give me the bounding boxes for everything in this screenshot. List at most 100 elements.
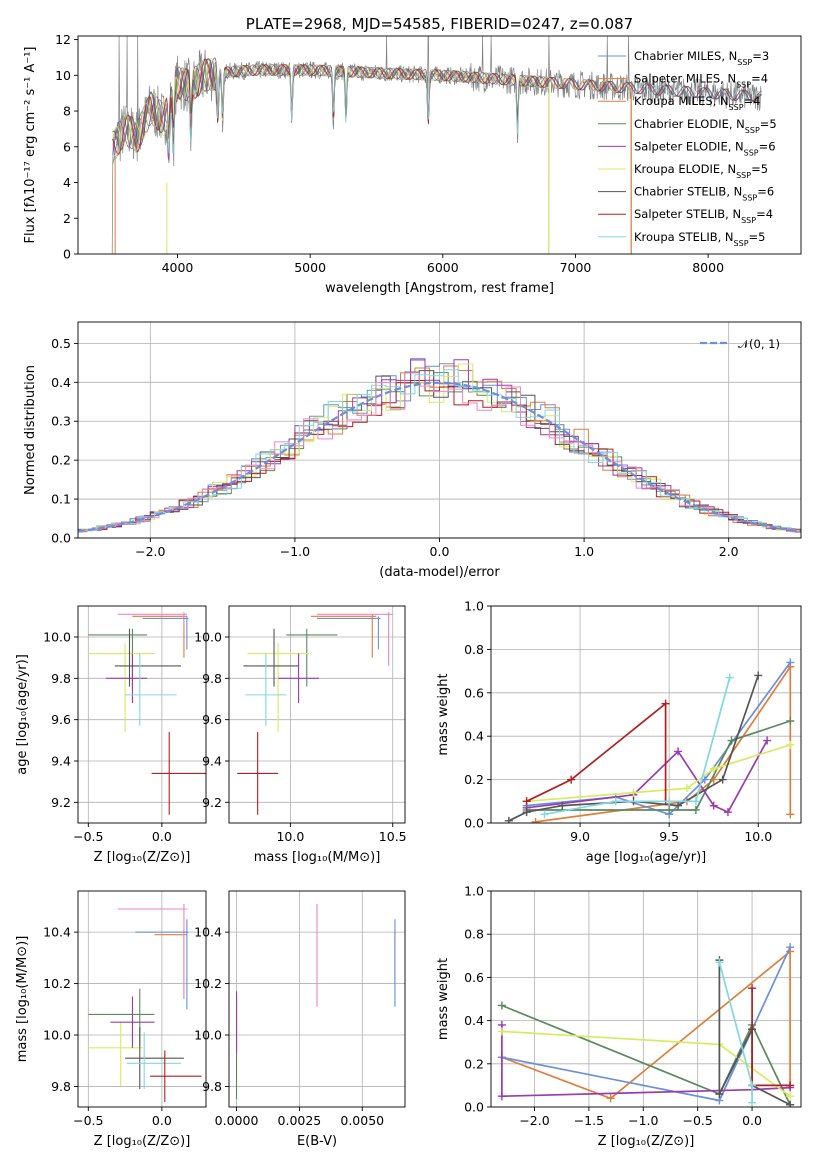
y-tick-label: 0.8 [464,642,484,657]
histogram-salpeter_stelib [78,380,801,533]
plot-area [88,612,206,815]
y-axis-label: Normed distribution [23,365,38,495]
y-tick-label: 9.4 [202,754,222,769]
x-tick-label: 9.0 [570,829,590,844]
y-tick-label: 10.0 [194,1028,222,1043]
y-tick-label: 10.4 [194,925,222,940]
axes-frame [77,35,802,255]
weight-marker [786,717,795,726]
weight-marker [665,805,674,814]
weight-marker [691,797,700,806]
x-axis-label: Z [log₁₀(Z/Z⊙)] [598,1134,695,1149]
y-tick-label: 0.0 [464,816,484,831]
chart-title: PLATE=2968, MJD=54585, FIBERID=0247, z=0… [246,15,633,33]
y-tick-label: 9.8 [51,671,71,686]
plot-area [237,612,393,815]
weight-marker [763,736,772,745]
y-axis-label: Flux [fλ10⁻¹⁷ erg cm⁻² s⁻¹ A⁻¹] [23,47,38,244]
x-tick-label: 0.0025 [278,1113,322,1128]
weight-marker [522,797,531,806]
y-tick-label: 8 [63,104,71,119]
weight-marker [567,775,576,784]
y-tick-label: 10.0 [43,630,71,645]
weight-marker [723,808,732,817]
y-tick-label: 0 [63,247,71,262]
x-axis-label: age [log₁₀(age/yr)] [586,850,707,865]
weight-marker [709,801,718,810]
weight-marker [718,775,727,784]
axes-frame [228,890,406,1108]
weight-line-chabrier_elodie [526,720,791,811]
x-axis-label: E(B-V) [297,1134,337,1149]
x-tick-label: −1.0 [628,1113,658,1128]
y-tick-label: 10.0 [194,630,222,645]
x-tick-label: −2.0 [135,544,165,559]
y-tick-label: 0.2 [51,453,71,468]
weight-line-salpeter_stelib [526,701,667,803]
x-tick-label: 0.0 [430,544,450,559]
x-axis-label: Z [log₁₀(Z/Z⊙)] [94,850,191,865]
weight-marker [682,784,691,793]
legend-entry: 𝒩(0, 1) [738,337,780,351]
weight-marker [715,1090,724,1099]
y-tick-label: 0.1 [51,492,71,507]
legend-entry: Chabrier STELIB, NSSP=6 [634,185,774,203]
weight-marker [754,671,763,680]
y-tick-label: 9.6 [202,712,222,727]
weight-marker [709,764,718,773]
weight-marker [786,658,795,667]
legend: 𝒩(0, 1) [700,337,780,351]
weight-line-kroupa_elodie [526,744,791,803]
y-tick-label: 9.4 [51,754,71,769]
model-spectrum-kroupa_stelib [112,60,762,160]
y-tick-label: 6 [63,139,71,154]
panel-weight_vs_age: 9.0 9.5 10.0 0.0 0.2 0.4 0.6 0.8 1.0 age [log₁₀(a… [436,599,802,865]
legend-entry: Kroupa MILES, NSSP=4 [634,94,760,112]
legend-entry: Chabrier MILES, NSSP=3 [634,49,769,67]
panel-residuals: −2.0 −1.0 0.0 1.0 2.0 0.0 0.1 0.2 0.3 0.4 0.5 (data… [23,321,802,580]
weight-marker [522,808,531,817]
weight-marker [786,1100,795,1107]
x-tick-label: −1.0 [280,544,310,559]
y-tick-label: 0.3 [51,414,71,429]
y-tick-label: 1.0 [464,884,484,899]
y-tick-label: 0.2 [464,1056,484,1071]
y-axis-label: mass weight [436,958,451,1040]
y-axis-label: mass weight [436,673,451,755]
weight-marker [611,797,620,806]
legend-entry: Salpeter STELIB, NSSP=4 [634,207,773,225]
weight-marker [531,817,540,823]
weight-marker [674,801,683,810]
x-tick-label: 6000 [427,260,459,275]
y-tick-label: 0.6 [464,685,484,700]
y-tick-label: 0.2 [464,772,484,787]
weight-line-salpeter_miles [501,949,791,1100]
weight-marker [629,788,638,797]
plot-area [235,903,396,1100]
y-tick-label: 2 [63,211,71,226]
x-tick-label: −0.5 [73,1113,103,1128]
weight-line-salpeter_elodie [526,740,768,814]
weight-marker [786,1092,795,1101]
x-axis-label: Z [log₁₀(Z/Z⊙)] [94,1134,191,1149]
plot-area [88,903,202,1102]
y-tick-label: 10 [55,68,71,83]
y-tick-label: 9.8 [202,671,222,686]
histogram-pink [78,372,801,533]
x-tick-label: 0.0 [152,829,172,844]
legend: Chabrier MILES, NSSP=3 Salpeter MILES, NS… [598,49,777,247]
x-tick-label: 4000 [162,260,194,275]
axes-frame [490,890,802,1108]
weight-marker [661,699,670,708]
y-tick-label: 0.0 [464,1100,484,1115]
weight-marker [497,1027,506,1036]
weight-marker [725,673,734,682]
axes-frame [77,321,802,539]
weight-marker [497,1001,506,1010]
weight-marker [504,816,513,823]
x-tick-label: 2.0 [719,544,739,559]
weight-line-kroupa_stelib [718,962,753,1103]
weight-line-chabrier_miles [526,661,791,816]
plot-area [111,36,762,254]
